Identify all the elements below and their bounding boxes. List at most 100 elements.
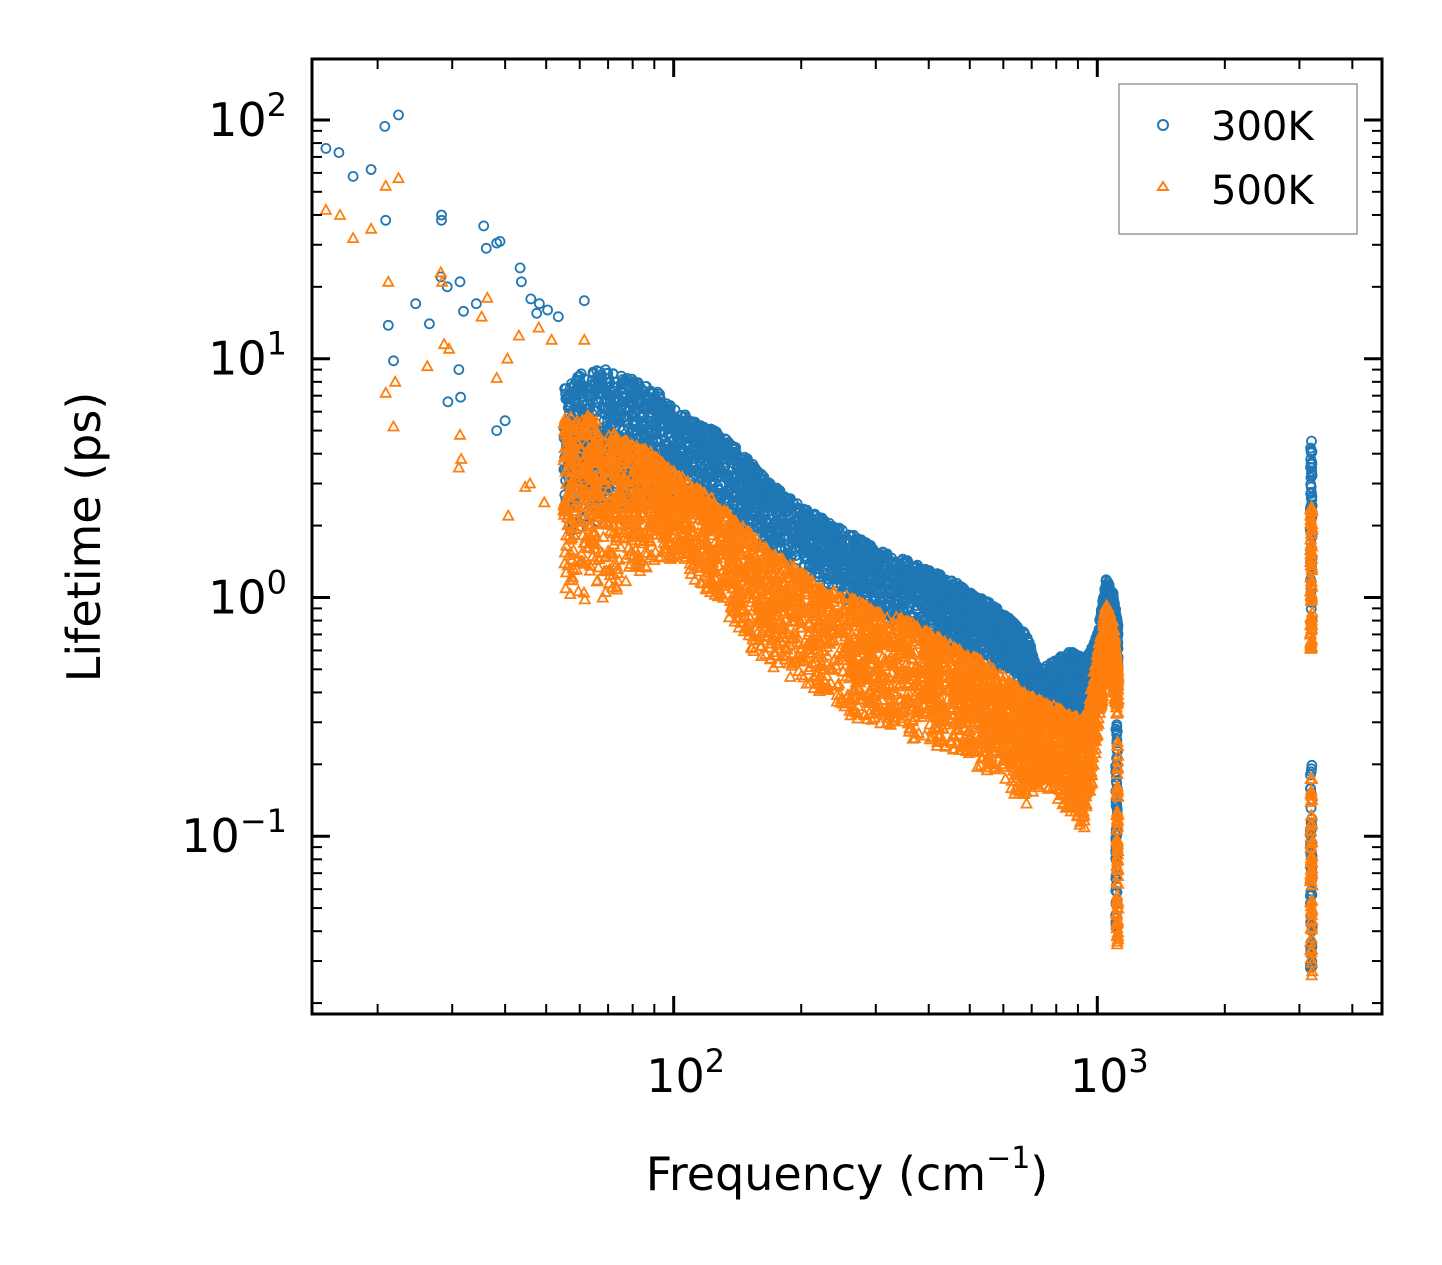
point-500k <box>379 178 393 191</box>
point-300k <box>756 468 767 480</box>
point-300k <box>873 580 884 592</box>
point-300k <box>635 426 647 438</box>
point-500k <box>388 374 402 387</box>
point-300k <box>620 390 632 402</box>
point-300k <box>603 390 615 402</box>
point-300k <box>470 298 482 310</box>
point-300k <box>734 508 745 520</box>
point-500k <box>480 290 494 303</box>
point-300k <box>607 406 619 418</box>
point-300k <box>552 311 564 323</box>
point-300k <box>393 109 404 121</box>
point-300k <box>700 451 712 462</box>
point-300k <box>673 450 685 462</box>
point-300k <box>320 142 332 154</box>
point-300k <box>717 440 729 452</box>
point-300k <box>365 164 377 175</box>
point-300k <box>888 598 900 610</box>
point-300k <box>669 404 681 416</box>
point-300k <box>672 418 684 429</box>
point-300k <box>640 400 652 412</box>
point-300k <box>776 513 788 525</box>
point-300k <box>631 425 643 437</box>
point-300k <box>617 377 628 388</box>
point-300k <box>780 523 791 535</box>
point-300k <box>797 516 809 527</box>
point-300k <box>751 522 763 534</box>
point-300k <box>628 397 639 409</box>
point-500k <box>379 385 393 398</box>
point-300k <box>767 482 779 494</box>
point-500k <box>475 309 489 322</box>
point-300k <box>753 510 764 522</box>
point-300k <box>333 147 345 159</box>
point-300k <box>831 568 843 580</box>
point-300k <box>670 419 682 431</box>
point-500k <box>381 274 395 287</box>
point-300k <box>749 494 760 506</box>
point-300k <box>607 368 619 380</box>
point-500k <box>512 328 526 341</box>
point-300k <box>797 526 809 538</box>
point-300k <box>878 547 890 559</box>
point-300k <box>823 549 835 561</box>
point-300k <box>578 295 590 307</box>
point-300k <box>801 504 813 516</box>
point-300k <box>825 551 837 562</box>
point-500k <box>386 419 401 432</box>
point-300k <box>854 535 866 547</box>
point-300k <box>630 417 642 429</box>
point-300k <box>423 318 435 330</box>
point-300k <box>410 298 422 310</box>
point-300k <box>586 389 597 401</box>
point-300k <box>565 392 577 404</box>
point-300k <box>563 402 575 414</box>
point-300k <box>514 262 526 274</box>
point-300k <box>723 469 734 481</box>
point-300k <box>670 429 682 441</box>
point-300k <box>525 293 537 305</box>
point-300k <box>860 537 872 549</box>
point-300k <box>441 281 453 293</box>
point-300k <box>676 445 687 457</box>
point-300k <box>653 436 664 448</box>
point-300k <box>560 383 572 395</box>
point-500k <box>420 359 434 372</box>
point-300k <box>725 476 737 488</box>
point-300k <box>782 539 794 551</box>
point-500k <box>364 221 378 234</box>
point-300k <box>729 447 741 459</box>
point-500k <box>333 208 347 220</box>
point-300k <box>708 431 719 443</box>
point-300k <box>811 558 823 570</box>
point-300k <box>453 364 465 376</box>
point-300k <box>809 521 820 533</box>
point-500k <box>391 171 406 184</box>
point-300k <box>706 458 717 470</box>
point-300k <box>823 579 834 590</box>
point-500k <box>545 332 559 345</box>
point-500k <box>577 332 591 345</box>
point-300k <box>628 391 639 403</box>
point-300k <box>809 510 820 522</box>
point-300k <box>857 537 869 549</box>
point-300k <box>602 367 614 379</box>
point-300k <box>696 436 708 448</box>
point-300k <box>861 583 873 595</box>
point-300k <box>442 396 454 408</box>
point-300k <box>851 577 862 588</box>
point-300k <box>838 548 850 560</box>
point-300k <box>652 386 663 398</box>
point-300k <box>726 499 738 511</box>
point-300k <box>628 376 640 387</box>
point-300k <box>842 533 853 545</box>
point-300k <box>769 502 781 514</box>
point-300k <box>775 494 787 506</box>
point-300k <box>671 455 682 467</box>
point-500k <box>319 203 333 215</box>
point-300k <box>873 576 884 588</box>
point-300k <box>615 401 627 413</box>
point-300k <box>542 304 553 316</box>
point-300k <box>882 587 894 599</box>
point-500k <box>452 460 466 473</box>
